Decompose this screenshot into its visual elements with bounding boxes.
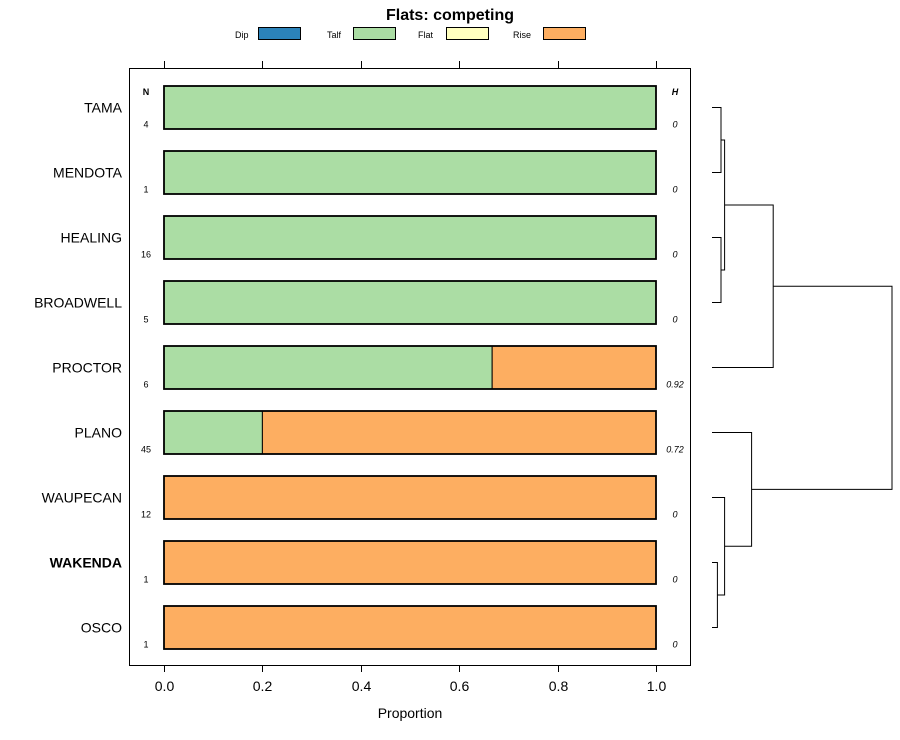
n-value-tama: 4 xyxy=(143,120,148,130)
h-value-healing: 0 xyxy=(672,250,677,260)
dendrogram-link-0 xyxy=(712,107,722,173)
category-label-proctor: PROCTOR xyxy=(52,360,122,376)
dendrogram-link-2 xyxy=(721,139,726,271)
bar-outline-plano xyxy=(163,410,657,455)
bar-segment-rise-wakenda xyxy=(163,540,657,585)
legend-label-talf: Talf xyxy=(327,30,342,40)
category-label-mendota: MENDOTA xyxy=(53,165,123,181)
h-value-plano: 0.72 xyxy=(666,445,684,455)
x-tick-label-0.4: 0.4 xyxy=(352,678,372,694)
h-value-proctor: 0.92 xyxy=(666,380,684,390)
n-value-healing: 16 xyxy=(141,250,151,260)
x-tick-label-0.6: 0.6 xyxy=(450,678,470,694)
category-label-wakenda: WAKENDA xyxy=(50,555,122,571)
plot-frame xyxy=(129,68,691,666)
bar-segment-talf-proctor xyxy=(163,345,493,390)
dendrogram-link-7 xyxy=(751,285,893,490)
x-tick-label-0.2: 0.2 xyxy=(253,678,273,694)
bar-segment-talf-plano xyxy=(163,410,263,455)
n-value-wakenda: 1 xyxy=(143,575,148,585)
h-value-broadwell: 0 xyxy=(672,315,677,325)
x-tick-label-0.8: 0.8 xyxy=(549,678,569,694)
legend-label-dip: Dip xyxy=(235,30,249,40)
n-value-proctor: 6 xyxy=(143,380,148,390)
category-label-plano: PLANO xyxy=(75,425,123,441)
x-tick-label-1.0: 1.0 xyxy=(647,678,667,694)
n-value-osco: 1 xyxy=(143,640,148,650)
bar-segment-talf-healing xyxy=(163,215,657,260)
legend: Dip Talf Flat Rise xyxy=(235,27,586,40)
bar-outline-osco xyxy=(163,605,657,650)
category-label-waupecan: WAUPECAN xyxy=(42,490,122,506)
bar-outline-waupecan xyxy=(163,475,657,520)
h-value-osco: 0 xyxy=(672,640,677,650)
h-value-mendota: 0 xyxy=(672,185,677,195)
h-value-wakenda: 0 xyxy=(672,575,677,585)
n-value-plano: 45 xyxy=(141,445,151,455)
bars-group xyxy=(163,85,657,650)
h-column-header: H xyxy=(672,87,679,97)
bar-outline-tama xyxy=(163,85,657,130)
h-value-waupecan: 0 xyxy=(672,510,677,520)
category-label-healing: HEALING xyxy=(61,230,122,246)
legend-label-flat: Flat xyxy=(418,30,434,40)
legend-swatch-flat xyxy=(446,27,489,40)
h-value-tama: 0 xyxy=(672,120,677,130)
dendrogram-link-3 xyxy=(712,562,718,628)
dendrogram-link-4 xyxy=(712,497,726,596)
n-value-waupecan: 12 xyxy=(141,510,151,520)
chart-title: Flats: competing xyxy=(386,7,514,24)
bar-segment-talf-mendota xyxy=(163,150,657,195)
bar-outline-proctor xyxy=(163,345,657,390)
legend-swatch-rise xyxy=(543,27,586,40)
category-label-osco: OSCO xyxy=(81,620,122,636)
bar-outline-healing xyxy=(163,215,657,260)
legend-swatch-dip xyxy=(258,27,301,40)
n-value-mendota: 1 xyxy=(143,185,148,195)
bar-outline-broadwell xyxy=(163,280,657,325)
x-axis: 0.0 0.2 0.4 0.6 0.8 1.0 xyxy=(155,61,667,694)
dendrogram xyxy=(712,107,893,628)
category-label-tama: TAMA xyxy=(84,100,123,116)
dendrogram-link-6 xyxy=(712,432,753,547)
bar-outline-mendota xyxy=(163,150,657,195)
bar-segment-rise-waupecan xyxy=(163,475,657,520)
bar-outline-wakenda xyxy=(163,540,657,585)
legend-label-rise: Rise xyxy=(513,30,531,40)
bar-segment-rise-proctor xyxy=(491,345,657,390)
row-labels: 4 0 TAMA 1 0 MENDOTA 16 0 HEALING 5 0 BROADWELL 6 0.9… xyxy=(34,100,684,650)
bar-segment-rise-plano xyxy=(261,410,657,455)
x-axis-label: Proportion xyxy=(378,705,443,721)
bar-segment-talf-tama xyxy=(163,85,657,130)
x-tick-label-0.0: 0.0 xyxy=(155,678,175,694)
legend-swatch-talf xyxy=(353,27,396,40)
n-value-broadwell: 5 xyxy=(143,315,148,325)
bar-segment-rise-osco xyxy=(163,605,657,650)
category-label-broadwell: BROADWELL xyxy=(34,295,122,311)
dendrogram-link-1 xyxy=(712,237,722,303)
bar-segment-talf-broadwell xyxy=(163,280,657,325)
n-column-header: N xyxy=(143,87,150,97)
